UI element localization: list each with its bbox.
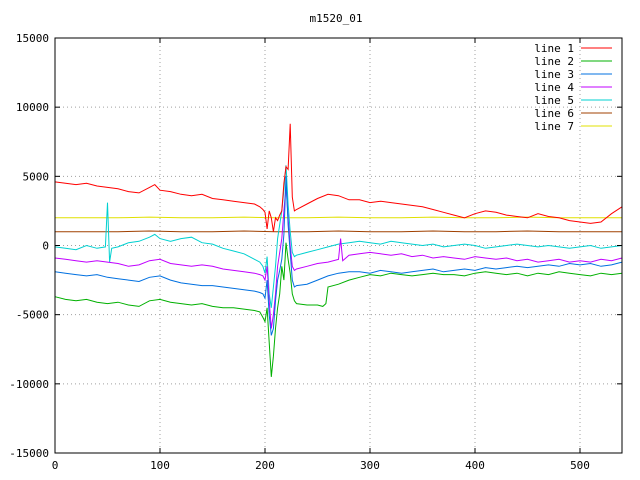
x-tick-label: 100 xyxy=(150,459,170,472)
y-tick-label: 0 xyxy=(42,240,49,253)
series-line-3 xyxy=(54,176,623,336)
y-tick-label: -15000 xyxy=(9,447,49,460)
series-lines xyxy=(54,123,623,377)
legend-label: line 1 xyxy=(534,42,574,55)
x-tick-label: 300 xyxy=(360,459,380,472)
series-line-2 xyxy=(54,242,623,377)
x-tick-label: 0 xyxy=(52,459,59,472)
y-tick-label: -5000 xyxy=(16,309,49,322)
x-tick-label: 500 xyxy=(570,459,590,472)
series-line-5 xyxy=(54,165,623,308)
y-tick-label: 5000 xyxy=(23,170,50,183)
legend-label: line 4 xyxy=(534,81,574,94)
series-line-1 xyxy=(54,123,623,232)
y-tick-label: 10000 xyxy=(16,101,49,114)
series-line-7 xyxy=(55,216,622,219)
legend-label: line 5 xyxy=(534,94,574,107)
axis-ticks: 0 100 200 300 400 500 -15000 -10000 -5000 0 5000 10… xyxy=(9,32,622,472)
y-tick-label: 15000 xyxy=(16,32,49,45)
legend-label: line 7 xyxy=(534,120,574,133)
legend-label: line 6 xyxy=(534,107,574,120)
chart-title: m1520_01 xyxy=(310,12,363,25)
legend-label: line 2 xyxy=(534,55,574,68)
series-line-6 xyxy=(55,230,622,233)
series-line-4 xyxy=(54,185,623,329)
x-tick-label: 200 xyxy=(255,459,275,472)
x-tick-label: 400 xyxy=(465,459,485,472)
legend-label: line 3 xyxy=(534,68,574,81)
y-tick-label: -10000 xyxy=(9,378,49,391)
